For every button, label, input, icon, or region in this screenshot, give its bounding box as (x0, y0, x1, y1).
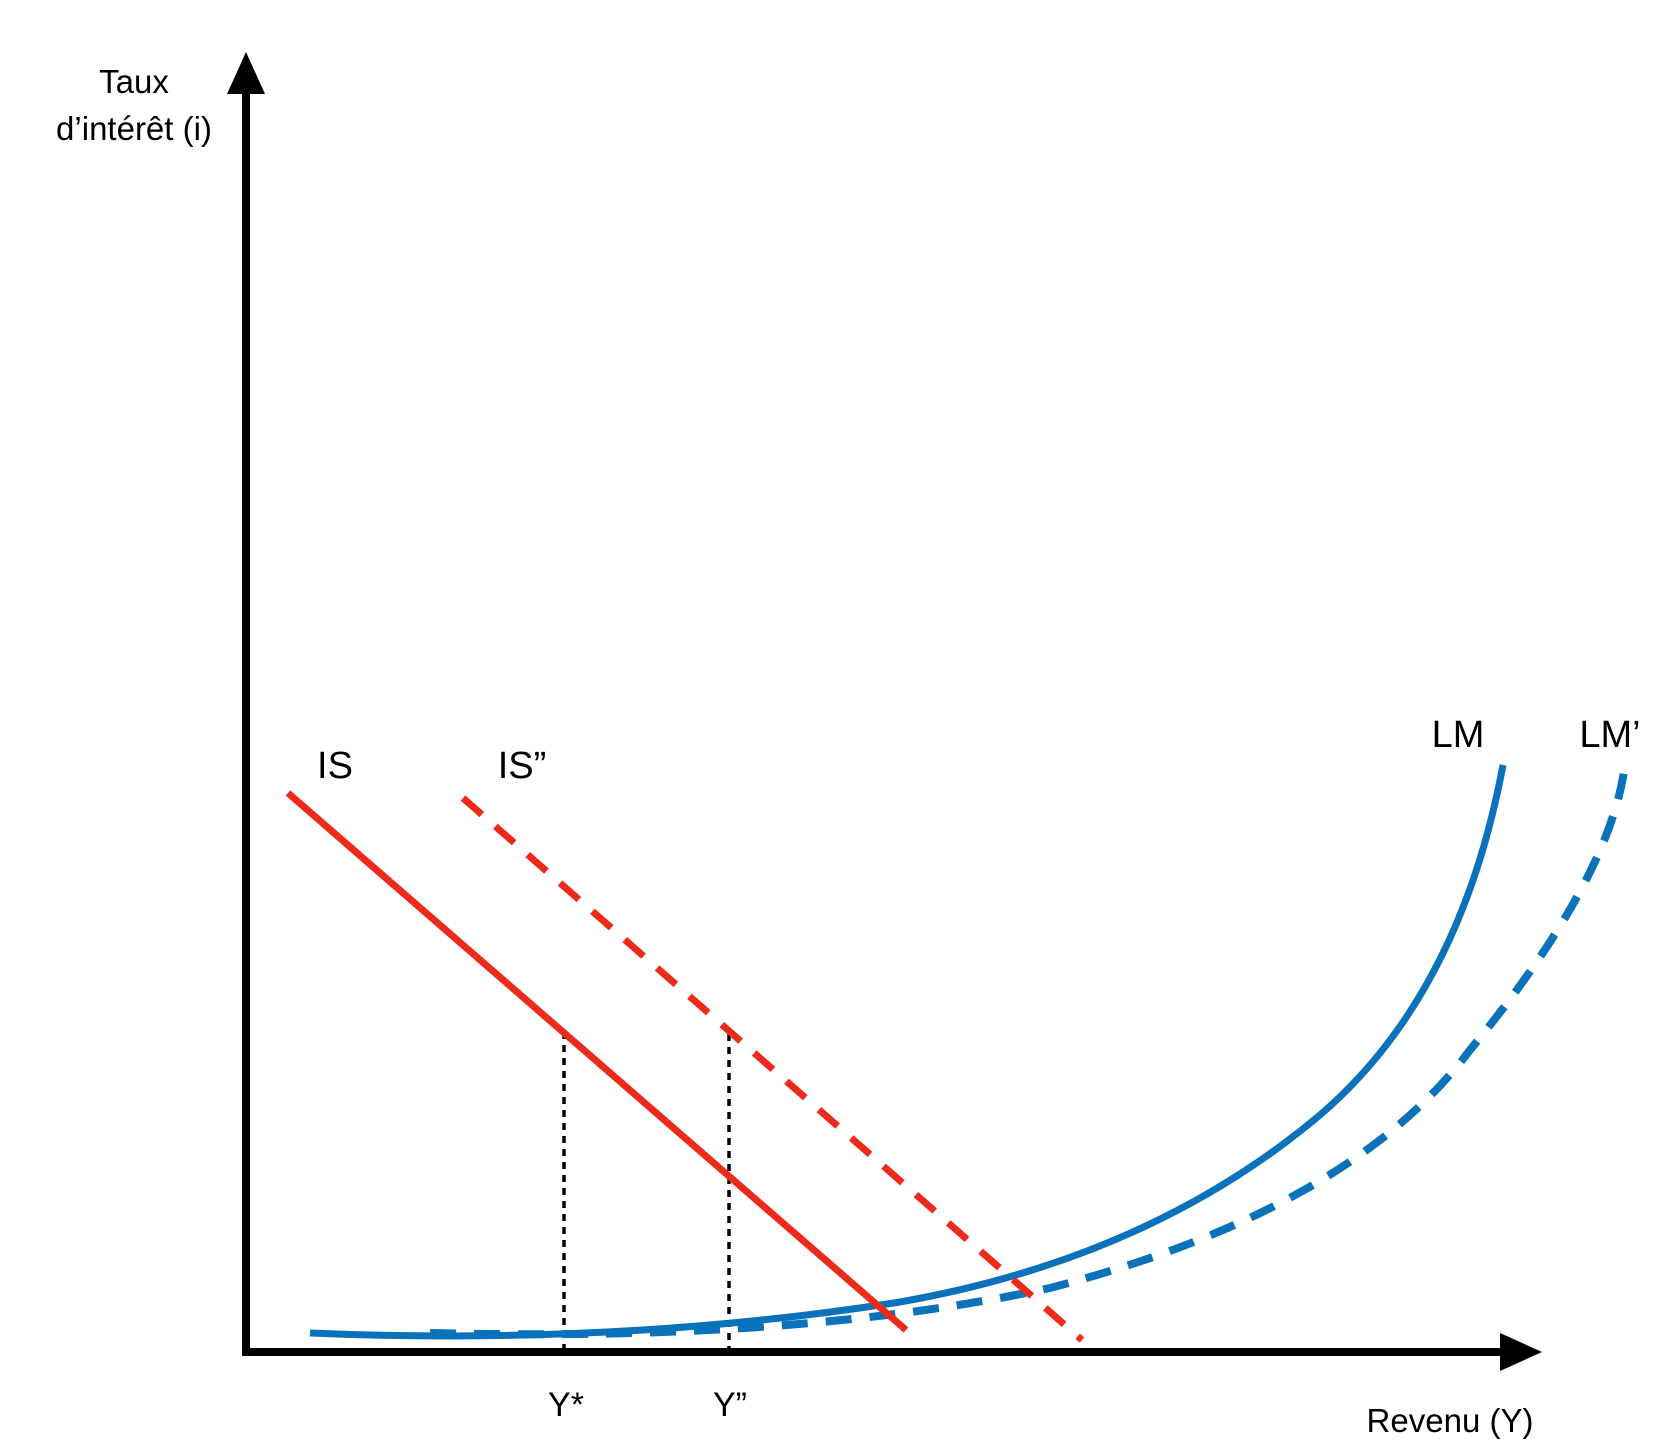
lm-shifted-label: LM’ (1579, 714, 1640, 756)
x-axis-arrowhead (1500, 1333, 1542, 1371)
is-shifted-curve (460, 795, 1085, 1343)
x-axis-label: Revenu (Y) (1367, 1402, 1534, 1439)
y-axis-label-line2: d’intérêt (i) (56, 110, 212, 147)
is-shifted-label: IS” (498, 745, 547, 787)
lm-curve (309, 764, 1507, 1340)
lm-label: LM (1432, 714, 1485, 756)
is-curve (285, 790, 909, 1333)
y-double-label: Y” (713, 1386, 747, 1424)
y-star-label: Y* (548, 1386, 584, 1424)
lm-shifted-curve (429, 764, 1629, 1339)
is-label: IS (317, 745, 353, 787)
y-axis-label-line1: Taux (99, 63, 169, 100)
y-axis-arrowhead (227, 52, 265, 94)
